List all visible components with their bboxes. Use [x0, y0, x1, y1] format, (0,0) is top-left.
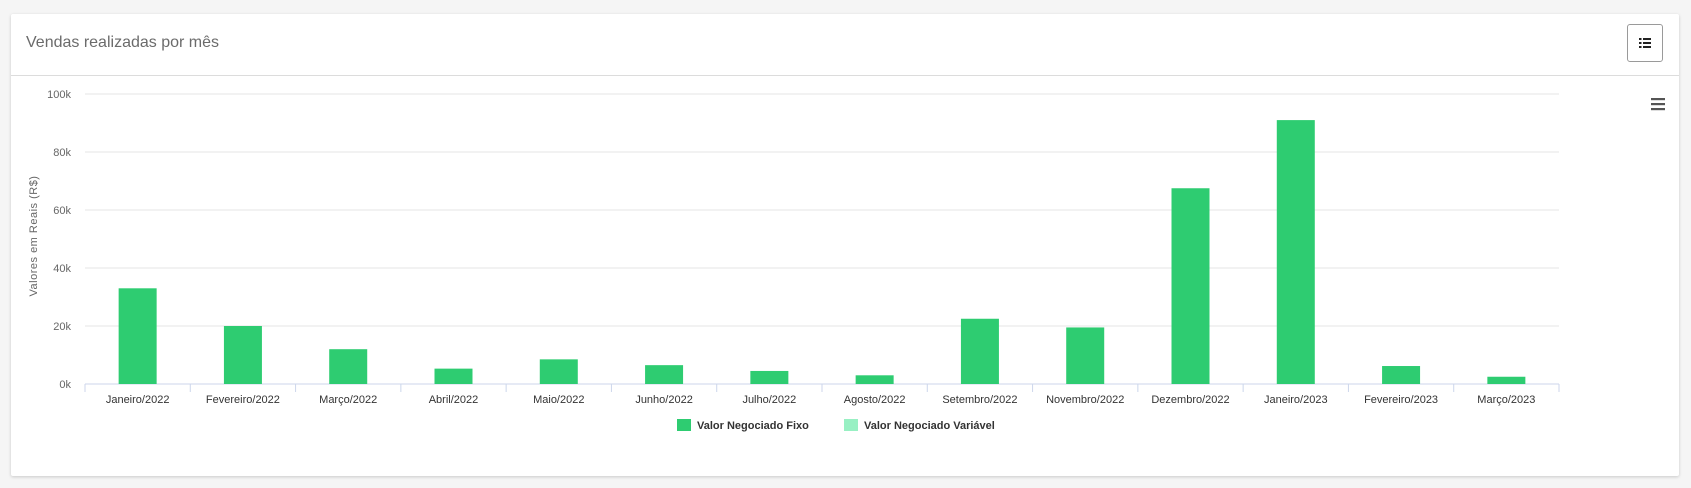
- x-tick-label: Janeiro/2022: [106, 394, 170, 406]
- x-tick-label: Maio/2022: [533, 394, 584, 406]
- chart-area: 0k 20k 40k 60k 80k 100k Janeiro/2022 Fevereiro…: [11, 76, 1679, 474]
- bar[interactable]: [329, 349, 368, 384]
- bar[interactable]: [118, 288, 157, 384]
- legend: Valor Negociado Fixo Valor Negociado Vari…: [677, 419, 995, 432]
- x-tick-label: Novembro/2022: [1046, 394, 1124, 406]
- y-tick-label: 100k: [47, 89, 71, 101]
- y-tick-label: 60k: [53, 205, 71, 217]
- bar[interactable]: [1171, 188, 1210, 384]
- x-tick-label: Abril/2022: [429, 394, 479, 406]
- bar[interactable]: [960, 318, 999, 384]
- card-title: Vendas realizadas por mês: [26, 34, 219, 51]
- x-tick-label: Julho/2022: [742, 394, 796, 406]
- bar[interactable]: [1276, 120, 1315, 384]
- x-tick-label: Dezembro/2022: [1151, 394, 1229, 406]
- legend-swatch[interactable]: [677, 419, 691, 431]
- sales-chart-card: Vendas realizadas por mês 0k 20k 40k 60k 80k…: [11, 14, 1679, 476]
- bar[interactable]: [645, 365, 684, 384]
- x-tick-label: Fevereiro/2022: [206, 394, 280, 406]
- grid-lines: [85, 93, 1559, 385]
- legend-swatch[interactable]: [844, 419, 858, 431]
- bar[interactable]: [1066, 327, 1105, 384]
- bar[interactable]: [1382, 366, 1421, 384]
- bar[interactable]: [1487, 376, 1526, 384]
- list-icon: [1639, 38, 1651, 48]
- y-axis-label: Valores em Reais (R$): [28, 176, 40, 297]
- x-tick-label: Março/2022: [319, 394, 377, 406]
- list-view-button[interactable]: [1627, 24, 1663, 62]
- x-axis: Janeiro/2022 Fevereiro/2022 Março/2022 Abri…: [84, 384, 1560, 406]
- hamburger-menu-icon[interactable]: [1651, 98, 1665, 111]
- bar-chart: 0k 20k 40k 60k 80k 100k Janeiro/2022 Fevereiro…: [28, 89, 1665, 432]
- x-tick-label: Agosto/2022: [844, 394, 906, 406]
- bar[interactable]: [539, 359, 578, 384]
- bar[interactable]: [223, 326, 262, 384]
- card-header: Vendas realizadas por mês: [11, 14, 1679, 76]
- bar[interactable]: [750, 370, 789, 384]
- x-tick-label: Setembro/2022: [942, 394, 1017, 406]
- legend-label[interactable]: Valor Negociado Variável: [864, 420, 995, 432]
- legend-label[interactable]: Valor Negociado Fixo: [697, 420, 809, 432]
- x-tick-label: Março/2023: [1477, 394, 1535, 406]
- bars: [118, 120, 1526, 384]
- y-tick-label: 20k: [53, 321, 71, 333]
- x-tick-label: Fevereiro/2023: [1364, 394, 1438, 406]
- x-tick-label: Janeiro/2023: [1264, 394, 1328, 406]
- y-tick-label: 80k: [53, 147, 71, 159]
- bar[interactable]: [855, 375, 894, 384]
- x-tick-label: Junho/2022: [635, 394, 693, 406]
- y-tick-label: 0k: [59, 379, 71, 391]
- bar[interactable]: [434, 368, 473, 384]
- y-tick-label: 40k: [53, 263, 71, 275]
- y-axis: 0k 20k 40k 60k 80k 100k: [47, 89, 71, 391]
